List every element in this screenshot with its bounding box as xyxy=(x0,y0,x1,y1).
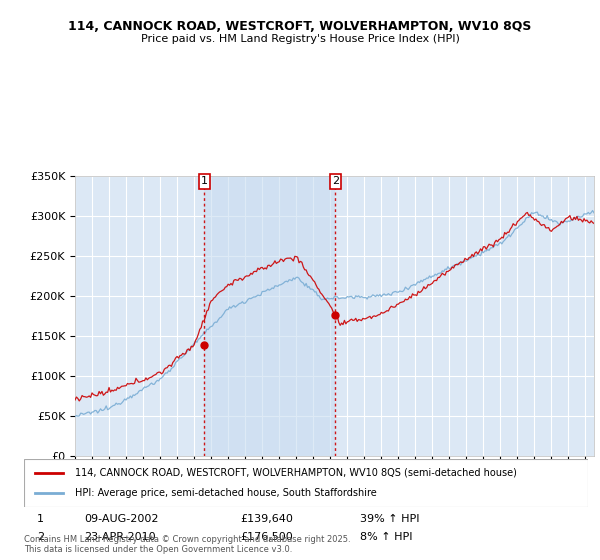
Text: 8% ↑ HPI: 8% ↑ HPI xyxy=(360,532,413,542)
Text: 2: 2 xyxy=(37,532,44,542)
Text: HPI: Average price, semi-detached house, South Staffordshire: HPI: Average price, semi-detached house,… xyxy=(75,488,377,498)
FancyBboxPatch shape xyxy=(24,459,588,507)
Text: 114, CANNOCK ROAD, WESTCROFT, WOLVERHAMPTON, WV10 8QS: 114, CANNOCK ROAD, WESTCROFT, WOLVERHAMP… xyxy=(68,20,532,32)
Text: Price paid vs. HM Land Registry's House Price Index (HPI): Price paid vs. HM Land Registry's House … xyxy=(140,34,460,44)
Text: 23-APR-2010: 23-APR-2010 xyxy=(84,532,155,542)
Text: 114, CANNOCK ROAD, WESTCROFT, WOLVERHAMPTON, WV10 8QS (semi-detached house): 114, CANNOCK ROAD, WESTCROFT, WOLVERHAMP… xyxy=(75,468,517,478)
Text: £176,500: £176,500 xyxy=(240,532,293,542)
Text: Contains HM Land Registry data © Crown copyright and database right 2025.
This d: Contains HM Land Registry data © Crown c… xyxy=(24,535,350,554)
Text: 1: 1 xyxy=(37,514,44,524)
Text: £139,640: £139,640 xyxy=(240,514,293,524)
Text: 39% ↑ HPI: 39% ↑ HPI xyxy=(360,514,419,524)
Text: 1: 1 xyxy=(201,176,208,186)
Bar xyxy=(205,176,335,456)
Text: 2: 2 xyxy=(332,176,339,186)
Text: 09-AUG-2002: 09-AUG-2002 xyxy=(84,514,158,524)
